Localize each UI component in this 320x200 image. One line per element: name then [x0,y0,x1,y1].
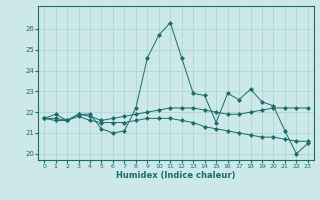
X-axis label: Humidex (Indice chaleur): Humidex (Indice chaleur) [116,171,236,180]
